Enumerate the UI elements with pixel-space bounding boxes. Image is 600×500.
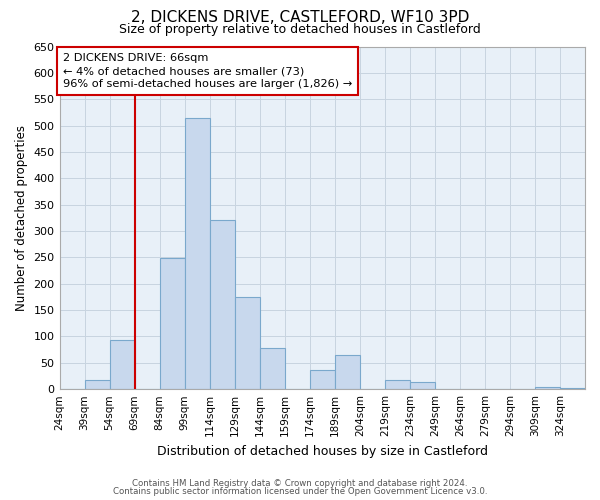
Bar <box>410 382 435 389</box>
Bar <box>185 118 209 389</box>
Bar <box>385 380 410 389</box>
Bar <box>110 340 134 389</box>
X-axis label: Distribution of detached houses by size in Castleford: Distribution of detached houses by size … <box>157 444 488 458</box>
Text: 2 DICKENS DRIVE: 66sqm
← 4% of detached houses are smaller (73)
96% of semi-deta: 2 DICKENS DRIVE: 66sqm ← 4% of detached … <box>63 53 352 89</box>
Bar <box>160 258 185 389</box>
Bar <box>560 388 585 389</box>
Bar <box>535 386 560 389</box>
Text: 2, DICKENS DRIVE, CASTLEFORD, WF10 3PD: 2, DICKENS DRIVE, CASTLEFORD, WF10 3PD <box>131 10 469 25</box>
Text: Contains HM Land Registry data © Crown copyright and database right 2024.: Contains HM Land Registry data © Crown c… <box>132 478 468 488</box>
Text: Contains public sector information licensed under the Open Government Licence v3: Contains public sector information licen… <box>113 487 487 496</box>
Bar <box>260 348 285 389</box>
Bar <box>85 380 110 389</box>
Bar <box>335 355 360 389</box>
Bar <box>235 297 260 389</box>
Y-axis label: Number of detached properties: Number of detached properties <box>15 125 28 311</box>
Text: Size of property relative to detached houses in Castleford: Size of property relative to detached ho… <box>119 22 481 36</box>
Bar <box>310 370 335 389</box>
Bar <box>209 220 235 389</box>
